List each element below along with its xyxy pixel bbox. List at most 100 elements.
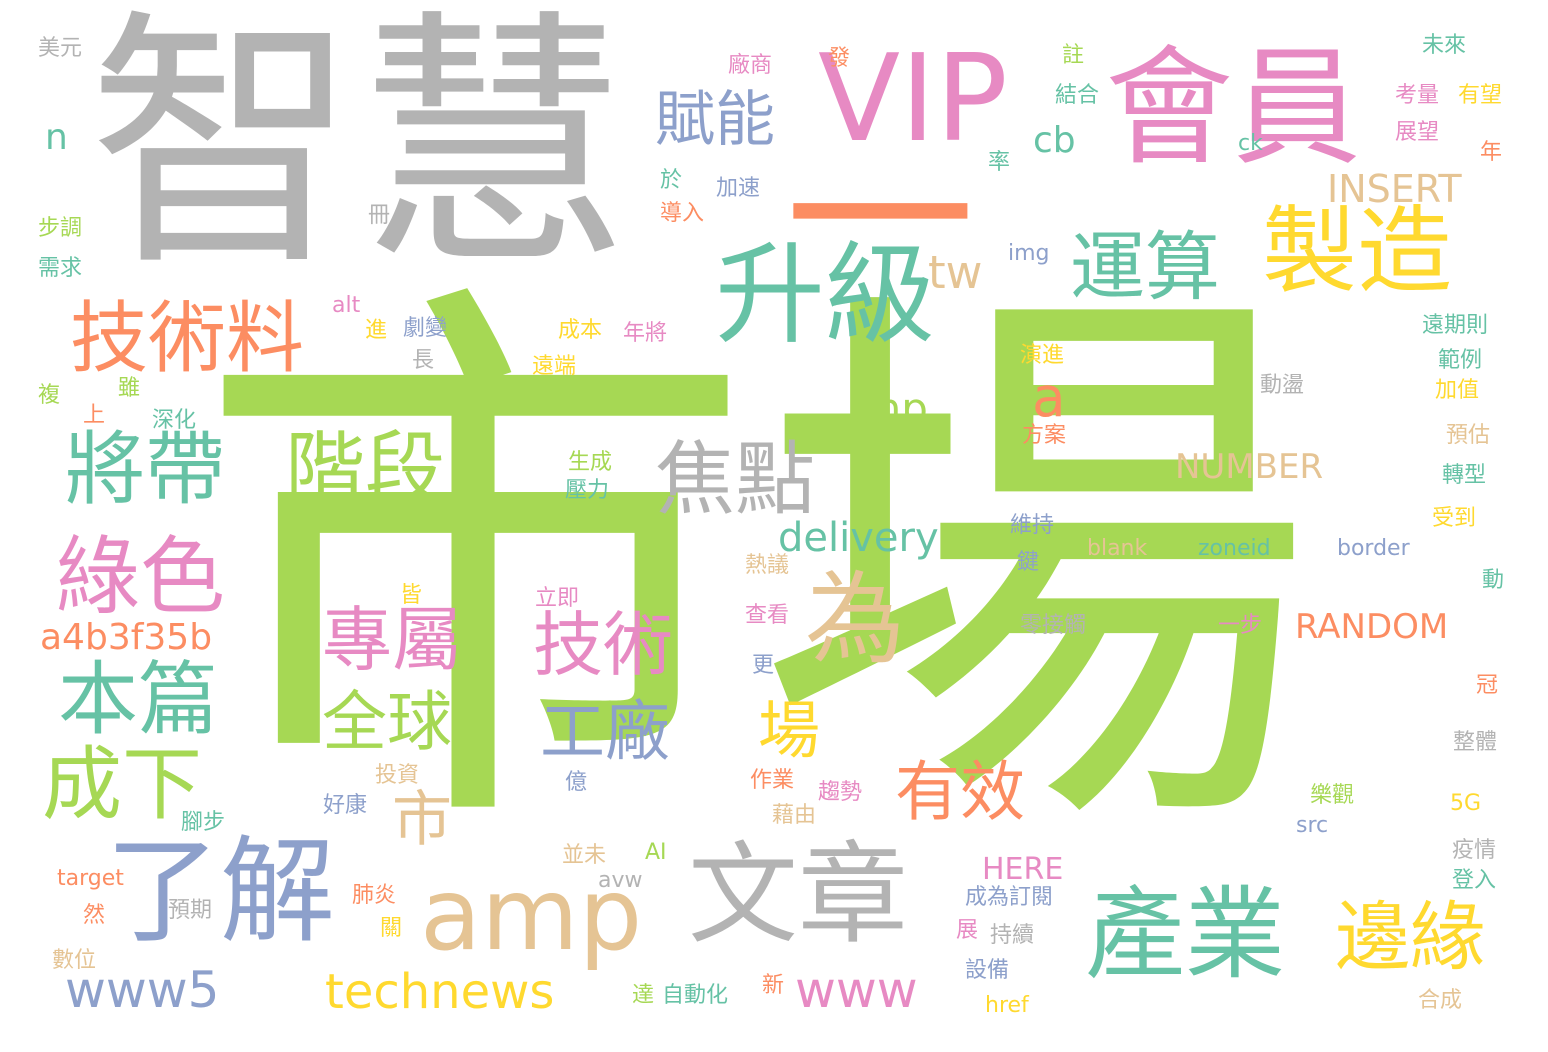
cloud-word: 維持 [1010, 513, 1055, 538]
cloud-word: 未來 [1422, 33, 1467, 58]
cloud-word: 然 [83, 903, 106, 928]
cloud-word: 有效 [895, 755, 1026, 830]
cloud-word: VIP [818, 30, 1008, 169]
cloud-word: 一 [785, 109, 976, 330]
cloud-word: technews [325, 964, 555, 1020]
cloud-word: 立即 [535, 586, 580, 611]
cloud-word: 考量 [1395, 83, 1440, 108]
cloud-word: 冊 [368, 203, 391, 228]
cloud-word: 美元 [38, 36, 83, 61]
cloud-word: 了解 [105, 825, 336, 959]
cloud-word: 升級 [715, 231, 935, 359]
cloud-word: 樂觀 [1310, 783, 1355, 808]
cloud-word: 合成 [1418, 988, 1463, 1013]
cloud-word: 方案 [1022, 423, 1067, 448]
cloud-word: 市 [392, 785, 452, 855]
cloud-word: 查看 [745, 603, 790, 628]
cloud-word: 零接觸 [1020, 613, 1087, 638]
cloud-word: img [1008, 241, 1050, 266]
cloud-word: 展 [956, 918, 979, 943]
cloud-word: 好康 [323, 793, 368, 818]
cloud-word: 長 [412, 348, 435, 373]
cloud-word: NUMBER [1175, 447, 1324, 487]
cloud-word: 壓力 [565, 478, 610, 503]
cloud-word: a [1032, 365, 1066, 429]
cloud-word: 結合 [1055, 83, 1100, 108]
cloud-word: 產業 [1085, 876, 1285, 993]
cloud-word: 持續 [990, 923, 1035, 948]
cloud-word: 全球 [322, 685, 453, 760]
cloud-word: 更 [752, 653, 775, 678]
cloud-word: tw [928, 246, 983, 299]
cloud-word: 焦點 [655, 433, 815, 526]
cloud-word: src [1296, 813, 1329, 838]
cloud-word: 工廠 [540, 695, 671, 770]
cloud-word: 鍵 [1017, 550, 1040, 575]
cloud-word: 加值 [1435, 378, 1480, 403]
cloud-word: 年 [1480, 140, 1503, 165]
cloud-word: zoneid [1198, 536, 1271, 561]
cloud-word: 關 [380, 916, 403, 941]
cloud-word: 劇變 [403, 316, 448, 341]
cloud-word: 率 [988, 150, 1011, 175]
cloud-word: 投資 [375, 763, 420, 788]
cloud-word: 廠商 [728, 53, 773, 78]
cloud-word: 藉由 [772, 803, 817, 828]
cloud-word: 數位 [52, 948, 97, 973]
cloud-word: 雖 [118, 376, 141, 401]
cloud-word: 註 [1062, 43, 1085, 68]
cloud-word: 本篇 [58, 653, 218, 746]
cloud-word: 範例 [1438, 348, 1483, 373]
cloud-word: avw [598, 868, 643, 893]
cloud-word: 受到 [1432, 506, 1477, 531]
cloud-word: 賦能 [655, 85, 775, 155]
cloud-word: 演進 [1020, 343, 1065, 368]
cloud-word: 加速 [716, 176, 761, 201]
cloud-word: href [985, 993, 1029, 1018]
cloud-word: 達 [632, 983, 655, 1008]
cloud-word: 轉型 [1442, 463, 1487, 488]
cloud-word: 於 [660, 168, 683, 193]
cloud-word: target [57, 866, 124, 891]
cloud-word: php [848, 384, 928, 433]
cloud-word: 自動化 [662, 983, 729, 1008]
cloud-word: 生成 [568, 450, 613, 475]
cloud-word: 遠期則 [1422, 313, 1489, 338]
cloud-word: n [45, 117, 68, 158]
cloud-word: 億 [565, 770, 588, 795]
cloud-word: alt [332, 293, 361, 318]
cloud-word: 成下 [42, 738, 202, 831]
cloud-word: 市場 [195, 244, 1315, 896]
cloud-word: INSERT [1327, 167, 1462, 211]
cloud-word: 技術 [533, 604, 673, 686]
cloud-word: 成本 [558, 318, 603, 343]
cloud-word: www [795, 961, 918, 1019]
cloud-word: 文章 [688, 831, 908, 959]
cloud-word: 進 [365, 318, 388, 343]
cloud-word: 動盪 [1260, 373, 1305, 398]
cloud-word: 複 [38, 383, 61, 408]
cloud-word: 智慧 [88, 0, 628, 302]
cloud-word: ck [1238, 131, 1263, 156]
cloud-word: 展望 [1395, 120, 1440, 145]
cloud-word: 預估 [1446, 423, 1491, 448]
cloud-word: 皆 [400, 583, 423, 608]
cloud-word: delivery [778, 515, 939, 561]
cloud-word: 階段 [285, 423, 445, 516]
cloud-word: www5 [65, 961, 220, 1019]
cloud-word: HERE [982, 852, 1064, 887]
cloud-word: 技術料 [70, 294, 305, 384]
cloud-word: 場 [758, 694, 821, 767]
cloud-word: blank [1087, 536, 1148, 561]
cloud-word: 需求 [38, 256, 83, 281]
cloud-word: cb [1033, 120, 1076, 161]
cloud-word: 整體 [1453, 730, 1498, 755]
cloud-word: 步調 [38, 216, 83, 241]
cloud-word: 登入 [1452, 868, 1497, 893]
cloud-word: 會員 [1105, 34, 1362, 183]
cloud-word: 綠色 [55, 528, 226, 627]
cloud-word: 新 [762, 973, 785, 998]
cloud-word: 深化 [152, 408, 197, 433]
cloud-word: 5G [1450, 791, 1482, 816]
cloud-word: 冠 [1476, 673, 1499, 698]
